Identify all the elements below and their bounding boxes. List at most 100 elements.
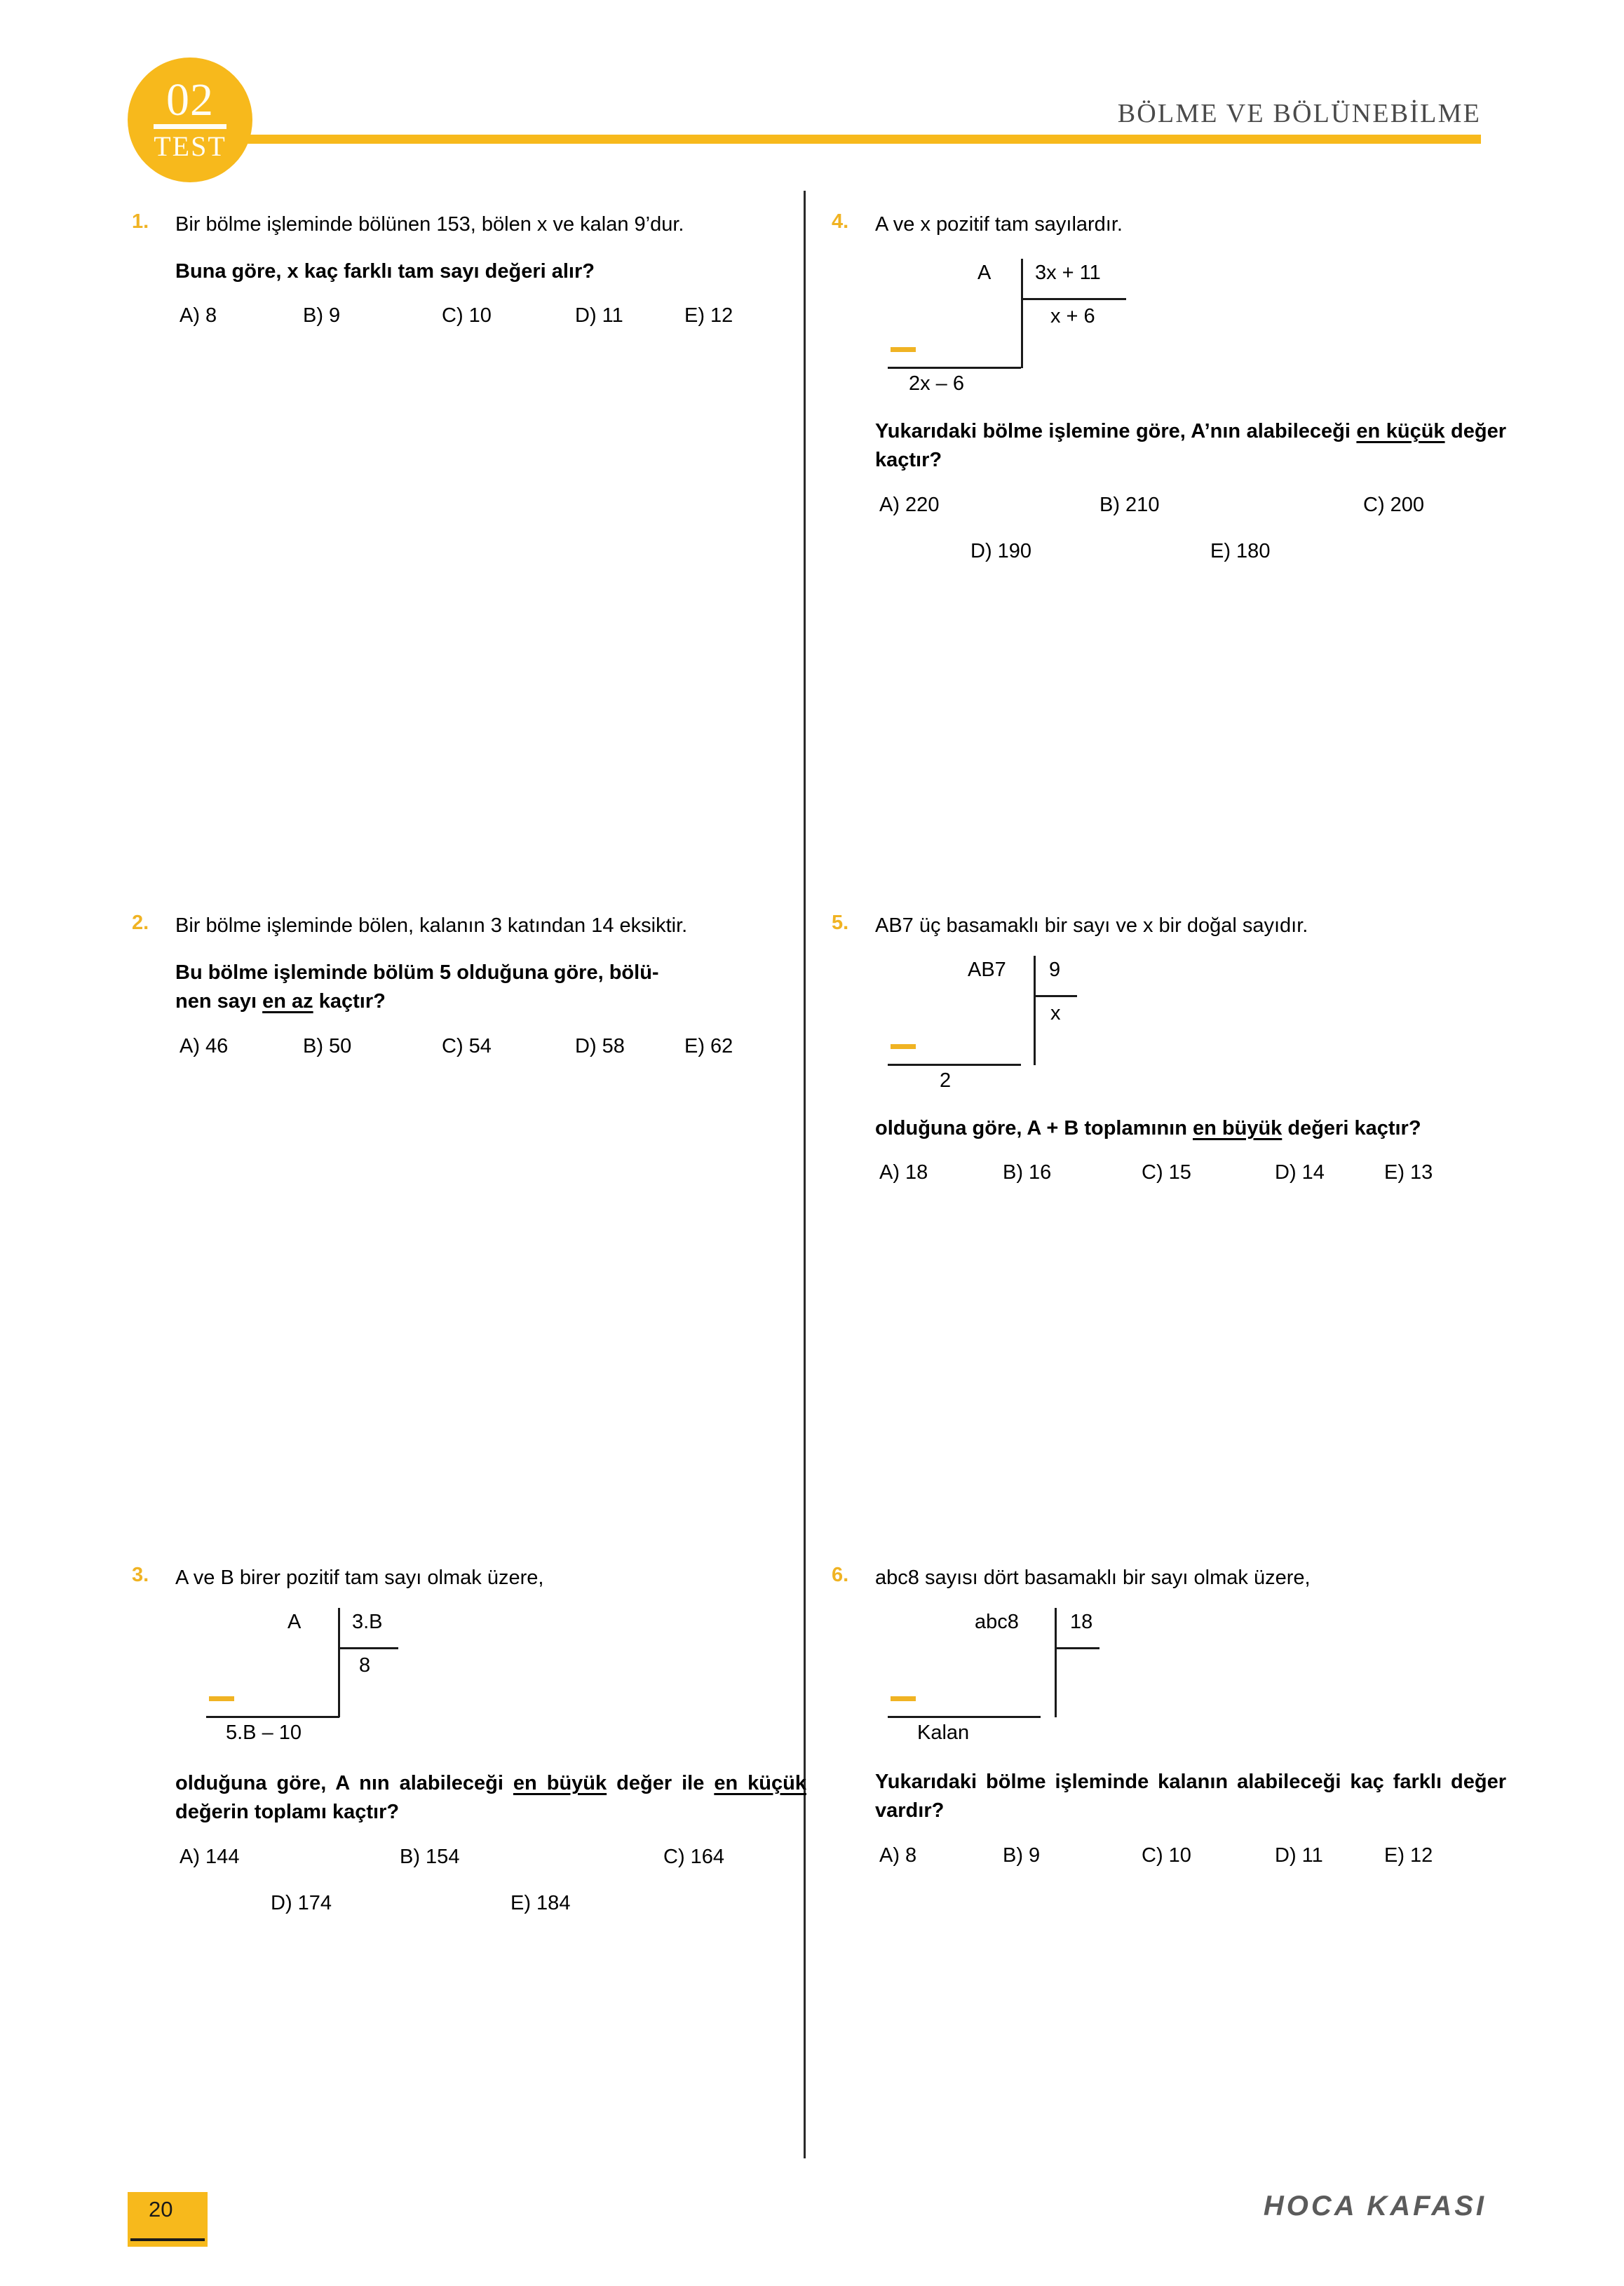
question-4-prompt: Yukarıdaki bölme işlemine göre, A’nın al… [875,417,1506,475]
option-b[interactable]: B) 210 [1099,493,1160,516]
question-3-underline-1: en büyük [513,1772,607,1795]
question-1-options: A) 8 B) 9 C) 10 D) 11 E) 12 [175,304,806,332]
division-divisor: 3x + 11 [1035,262,1101,285]
option-a[interactable]: A) 220 [879,493,940,516]
division-minus-sign [891,347,916,353]
question-4-number: 4. [832,210,849,233]
question-3-underline-2: en küçük [714,1772,806,1795]
question-6-division: abc8 18 Kalan [875,1608,1506,1744]
question-4-options-row2: D) 190 E) 180 [875,540,1506,569]
division-quotient: x [1050,1002,1061,1025]
option-e[interactable]: E) 13 [1384,1161,1433,1184]
option-a[interactable]: A) 46 [180,1034,229,1057]
question-3-options-row1: A) 144 B) 154 C) 164 [175,1846,806,1874]
option-c[interactable]: C) 200 [1363,493,1425,516]
question-6-number: 6. [832,1564,849,1586]
question-5: 5. AB7 üç basamaklı bir sayı ve x bir do… [832,912,1506,1564]
header-accent-rule [231,135,1481,144]
option-b[interactable]: B) 50 [303,1034,352,1057]
option-c[interactable]: C) 164 [663,1845,725,1868]
page-title: BÖLME VE BÖLÜNEBİLME [1117,99,1481,128]
division-divisor-rule [1035,995,1077,998]
test-badge-divider [154,124,226,130]
question-5-prompt-b: değeri kaçtır? [1282,1117,1421,1140]
division-quotient: 8 [359,1654,371,1677]
option-a[interactable]: A) 18 [879,1161,928,1184]
question-5-stem: AB7 üç basamaklı bir sayı ve x bir doğal… [875,914,1308,937]
question-2-number: 2. [132,912,149,934]
question-2-stem: Bir bölme işleminde bölen, kalanın 3 kat… [175,914,688,937]
question-4-stem: A ve x pozitif tam sayılardır. [875,213,1123,236]
option-c[interactable]: C) 54 [442,1034,492,1057]
question-2-prompt: Bu bölme işleminde bölüm 5 olduğuna göre… [175,959,806,1016]
question-6-stem: abc8 sayısı dört basamaklı bir sayı olma… [875,1567,1311,1589]
column-divider [804,191,806,2158]
test-badge: 02 TEST [128,58,252,182]
division-subtraction-rule [888,367,1021,370]
division-vertical-bar [338,1608,340,1718]
question-6-prompt: Yukarıdaki bölme işleminde kalanın alabi… [875,1771,1506,1822]
division-subtraction-rule [888,1716,1041,1719]
option-c[interactable]: C) 10 [1142,1844,1191,1867]
division-divisor: 3.B [352,1611,383,1634]
question-5-number: 5. [832,912,849,934]
question-5-prompt: olduğuna göre, A + B toplamının en büyük… [875,1114,1506,1143]
division-vertical-bar [1034,956,1036,1066]
question-4-prompt-a: Yukarıdaki bölme işlemine göre, A’nın al… [875,420,1357,443]
division-minus-sign [891,1044,916,1050]
option-b[interactable]: B) 16 [1003,1161,1052,1184]
division-remainder: Kalan [917,1722,970,1745]
question-6-options: A) 8 B) 9 C) 10 D) 11 E) 12 [875,1844,1506,1872]
option-d[interactable]: D) 58 [575,1034,625,1057]
division-divisor: 9 [1049,959,1061,982]
option-b[interactable]: B) 9 [1003,1844,1041,1867]
option-d[interactable]: D) 190 [970,539,1032,562]
division-dividend: A [977,262,992,285]
option-a[interactable]: A) 8 [879,1844,917,1867]
page-number-rule [130,2238,205,2241]
question-1-number: 1. [132,210,149,233]
option-a[interactable]: A) 8 [180,304,217,327]
question-3-prompt-c: değerin toplamı kaçtır? [175,1801,400,1824]
question-3-prompt-b: değer ile [607,1772,715,1795]
question-2-prompt-line1: Bu bölme işleminde bölüm 5 olduğuna göre… [175,961,659,985]
division-subtraction-rule [888,1064,1021,1067]
publisher-logo: HOCA KAFASI [1263,2191,1487,2221]
question-2: 2. Bir bölme işleminde bölen, kalanın 3 … [132,912,806,1564]
question-2-prompt-line2c: kaçtır? [313,990,386,1013]
division-minus-sign [891,1696,916,1702]
option-d[interactable]: D) 14 [1275,1161,1325,1184]
option-b[interactable]: B) 154 [400,1845,460,1868]
division-divisor-rule [339,1647,398,1650]
question-4-division: A 3x + 11 x + 6 2x – 6 [875,259,1506,395]
question-3-prompt-a: olduğuna göre, A nın alabileceği [175,1772,513,1795]
question-3: 3. A ve B birer pozitif tam sayı olmak ü… [132,1564,806,1921]
question-5-division: AB7 9 x 2 [875,956,1506,1092]
division-subtraction-rule [206,1716,339,1719]
option-e[interactable]: E) 12 [684,304,733,327]
question-1-prompt: Buna göre, x kaç farklı tam sayı değeri … [175,260,595,283]
option-a[interactable]: A) 144 [180,1845,240,1868]
division-remainder: 5.B – 10 [226,1722,302,1745]
division-vertical-bar [1021,259,1023,369]
option-e[interactable]: E) 180 [1210,539,1271,562]
option-b[interactable]: B) 9 [303,304,341,327]
question-5-underline-1: en büyük [1192,1117,1283,1140]
question-1: 1. Bir bölme işleminde bölünen 153, böle… [132,210,806,912]
question-2-options: A) 46 B) 50 C) 54 D) 58 E) 62 [175,1035,806,1063]
option-e[interactable]: E) 12 [1384,1844,1433,1867]
option-d[interactable]: D) 11 [1275,1844,1323,1867]
option-c[interactable]: C) 10 [442,304,492,327]
option-d[interactable]: D) 11 [575,304,623,327]
option-e[interactable]: E) 184 [510,1891,571,1914]
question-4-prompt-b: değer kaçtır? [875,420,1506,472]
option-d[interactable]: D) 174 [271,1891,332,1914]
page-number: 20 [149,2197,173,2221]
question-3-stem: A ve B birer pozitif tam sayı olmak üzer… [175,1567,544,1589]
question-4-underline-1: en küçük [1356,420,1445,443]
division-divisor-rule [1022,298,1126,301]
option-e[interactable]: E) 62 [684,1034,733,1057]
option-c[interactable]: C) 15 [1142,1161,1191,1184]
division-dividend: AB7 [968,959,1006,982]
